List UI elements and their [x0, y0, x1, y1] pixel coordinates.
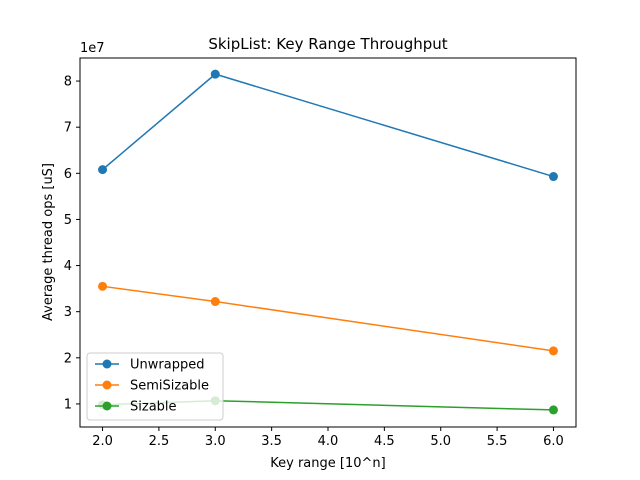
x-tick-label: 6.0 [543, 434, 564, 449]
legend-marker [102, 401, 112, 411]
x-tick-label: 5.5 [487, 434, 508, 449]
legend-marker [102, 380, 112, 390]
y-tick-label: 3 [64, 305, 72, 320]
data-point-unwrapped [548, 172, 558, 182]
x-tick-label: 5.0 [430, 434, 451, 449]
y-tick-label: 5 [64, 213, 72, 228]
legend: Unwrapped SemiSizable Sizable [86, 352, 224, 421]
data-point-semisizable [210, 297, 220, 307]
data-point-unwrapped [210, 69, 220, 79]
x-tick-label: 2.0 [92, 434, 113, 449]
data-point-semisizable [98, 281, 108, 291]
x-axis-ticks: 2.0 2.5 3.0 3.5 4.0 4.5 5.0 5.5 6.0 [92, 427, 564, 449]
legend-item-sizable: Sizable [95, 400, 177, 415]
legend-item-unwrapped: Unwrapped [95, 358, 204, 373]
y-tick-label: 4 [64, 259, 72, 274]
data-point-unwrapped [98, 165, 108, 175]
y-axis-ticks: 1 2 3 4 5 6 7 8 [64, 75, 80, 412]
legend-marker [102, 359, 112, 369]
legend-label: Unwrapped [130, 358, 204, 373]
x-tick-label: 3.5 [261, 434, 282, 449]
legend-item-semisizable: SemiSizable [95, 379, 209, 394]
y-axis-label: Average thread ops [uS] [41, 163, 56, 321]
series-line-unwrapped [102, 73, 554, 178]
x-tick-label: 2.5 [149, 434, 170, 449]
data-point-sizable [548, 405, 558, 415]
x-tick-label: 4.5 [374, 434, 395, 449]
legend-label: SemiSizable [130, 379, 209, 394]
x-axis-label: Key range [10^n] [270, 456, 385, 471]
series-line-semisizable [102, 285, 554, 352]
series-unwrapped [98, 69, 558, 182]
y-tick-label: 6 [64, 167, 72, 182]
y-tick-label: 7 [64, 121, 72, 136]
x-tick-label: 4.0 [318, 434, 339, 449]
x-tick-label: 3.0 [205, 434, 226, 449]
y-tick-label: 8 [64, 75, 72, 90]
chart-title: SkipList: Key Range Throughput [208, 35, 447, 53]
y-tick-label: 1 [64, 397, 72, 412]
y-tick-label: 2 [64, 351, 72, 366]
series-semisizable [98, 281, 558, 356]
data-point-semisizable [548, 346, 558, 356]
y-offset-label: 1e7 [80, 41, 105, 56]
legend-box [86, 352, 224, 421]
legend-label: Sizable [130, 400, 177, 415]
